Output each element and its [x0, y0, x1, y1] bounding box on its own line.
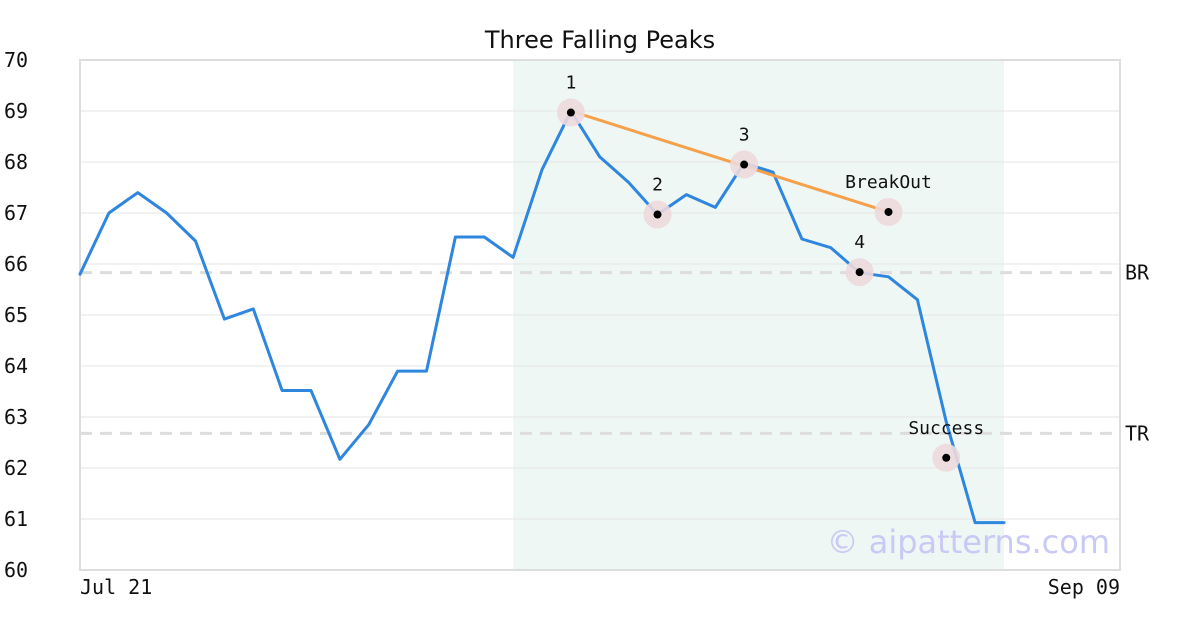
annotation-label-1: 1 — [565, 73, 576, 94]
watermark: © aipatterns.com — [827, 523, 1110, 561]
annotation-label-2: 2 — [652, 175, 663, 196]
annotation-label-3: 3 — [739, 125, 750, 146]
level-label-br: BR — [1125, 261, 1150, 285]
level-label-tr: TR — [1125, 421, 1150, 445]
annotation-label-breakout: BreakOut — [845, 172, 932, 193]
marker-dot-breakout — [884, 207, 893, 216]
marker-dot-success — [942, 453, 951, 462]
y-tick-label: 67 — [4, 201, 28, 225]
annotation-label-success: Success — [908, 418, 984, 439]
y-tick-label: 61 — [4, 507, 28, 531]
y-tick-label: 69 — [4, 99, 28, 123]
trendline-layer — [570, 109, 889, 214]
y-tick-labels: 60 61 62 63 64 65 66 67 68 69 70 — [4, 48, 28, 582]
marker-dot-3 — [740, 160, 749, 169]
y-tick-label: 62 — [4, 456, 28, 480]
marker-dot-2 — [653, 210, 662, 219]
chart-title: Three Falling Peaks — [484, 26, 715, 54]
y-tick-label: 63 — [4, 405, 28, 429]
x-tick-label-end: Sep 09 — [1048, 575, 1120, 599]
plot-frame — [79, 59, 1121, 571]
peaks-trendline — [570, 109, 889, 214]
y-tick-label: 64 — [4, 354, 28, 378]
annotation-layer: 1 2 3 BreakOut 4 Success — [556, 73, 984, 472]
x-tick-label-start: Jul 21 — [80, 575, 152, 599]
y-tick-label: 65 — [4, 303, 28, 327]
level-lines-layer: BR TR — [80, 261, 1150, 445]
annotation-label-4: 4 — [854, 232, 865, 253]
y-tick-label: 66 — [4, 252, 28, 276]
y-tick-label: 70 — [4, 48, 28, 72]
marker-dot-4 — [855, 268, 864, 277]
y-tick-label: 68 — [4, 150, 28, 174]
y-tick-label: 60 — [4, 558, 28, 582]
marker-dot-1 — [566, 108, 575, 117]
